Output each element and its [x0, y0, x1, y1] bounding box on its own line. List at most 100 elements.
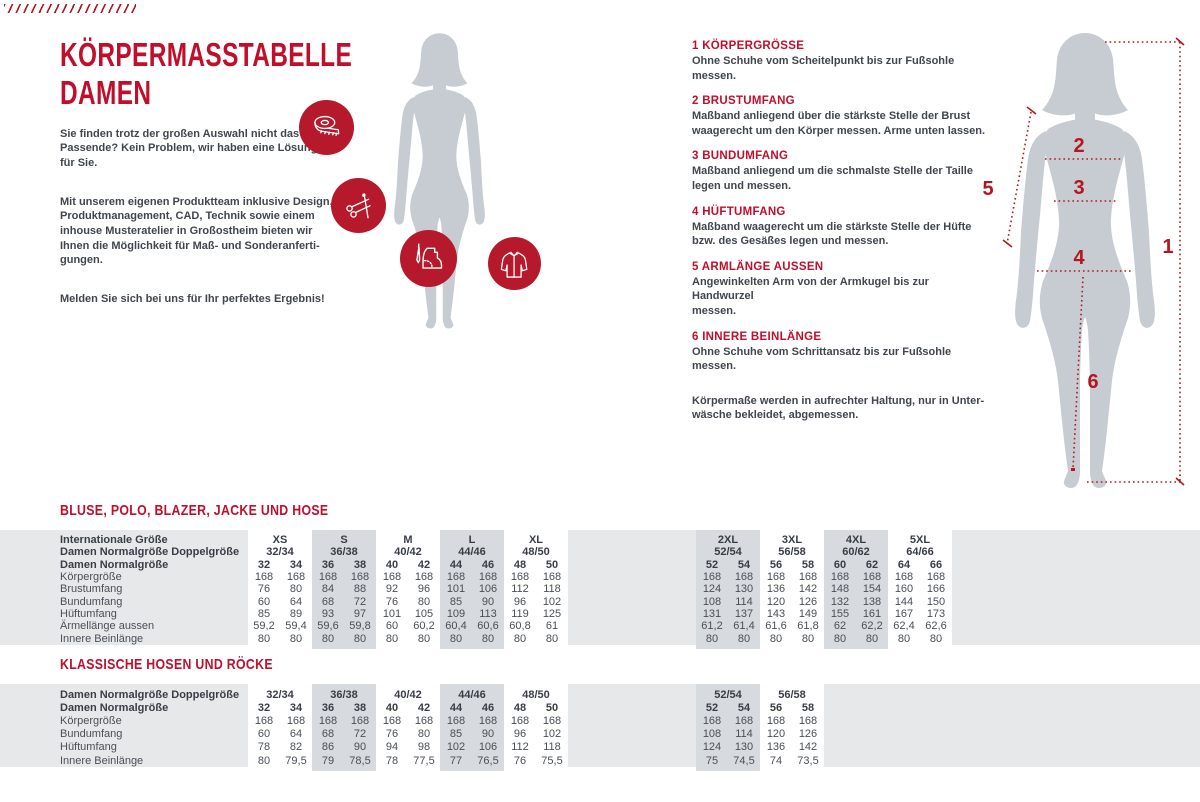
measure-label-3: 3 [1073, 177, 1084, 199]
table-band-size-group [696, 684, 760, 771]
instruction-title: 2 BRUSTUMFANG [692, 95, 795, 108]
size-cell: 50 [545, 558, 559, 571]
size-cell: 80 [449, 632, 463, 645]
size-cell: 75 [705, 754, 719, 767]
size-cell: 101 [382, 607, 402, 620]
size-cell: 61,8 [797, 620, 819, 633]
size-cell: 50 [545, 701, 559, 714]
size-cell: 56 [769, 558, 783, 571]
size-cell: 168 [414, 571, 434, 584]
size-cell: 60 [257, 728, 271, 741]
size-cell: 168 [702, 571, 722, 584]
size-cell: 88 [353, 583, 367, 596]
size-cell: 93 [321, 607, 335, 620]
table-band-light [568, 530, 696, 645]
intro-paragraph: Mit unserem eigenen Produktteam inklusiv… [60, 195, 333, 267]
table-heading-tops: BLUSE, POLO, BLAZER, JACKE UND HOSE [60, 502, 329, 519]
table-row: Bundumfang 60 64 68 72 76 80 85 90 96 102 108 114 120… [0, 728, 1200, 741]
size-cell: 118 [543, 741, 561, 754]
size-cell: 62 [833, 620, 847, 633]
size-cell: 78,5 [349, 754, 371, 767]
size-cell: 96 [513, 728, 527, 741]
table-band-light [0, 530, 248, 645]
size-cell: 168 [734, 714, 754, 727]
instruction-item: 3 BUNDUMFANG Maßband anliegend um die sc… [692, 150, 992, 193]
instruction-title: 6 INNERE BEINLÄNGE [692, 330, 822, 343]
size-cell: 112 [511, 583, 529, 596]
size-cell: 48/50 [522, 688, 550, 701]
size-cell: 68 [321, 595, 335, 608]
size-table-klassische-hosen-roecke: Damen Normalgröße Doppelgröße 32/34 36/38 4… [0, 684, 1200, 771]
size-cell: 76 [513, 754, 527, 767]
size-cell: 168 [254, 714, 274, 727]
size-cell: 130 [734, 741, 754, 754]
size-cell: 76,5 [477, 754, 499, 767]
size-cell: 61,4 [733, 620, 755, 633]
size-cell: 80 [257, 632, 271, 645]
size-cell: 80 [257, 754, 271, 767]
size-cell: 60,8 [509, 620, 531, 633]
instruction-title: 4 HÜFTUMFANG [692, 205, 786, 218]
size-cell: 44/46 [458, 688, 486, 701]
size-cell: 5XL [909, 534, 931, 547]
size-cell: 168 [318, 714, 338, 727]
size-cell: 56/58 [778, 546, 806, 559]
table-row: Damen Normalgröße 32 34 36 38 40 42 44 46 48 50 52 5… [0, 559, 1200, 571]
scissors-icon [331, 178, 386, 233]
size-cell: 90 [481, 728, 495, 741]
size-cell: 76 [385, 728, 399, 741]
size-cell: 168 [254, 571, 274, 584]
size-cell: 80 [321, 632, 335, 645]
size-cell: 167 [894, 607, 914, 620]
size-cell: 40 [385, 701, 399, 714]
size-cell: 60 [385, 620, 399, 633]
size-cell: 130 [734, 583, 754, 596]
size-cell: 168 [830, 571, 850, 584]
size-cell: 61,6 [765, 620, 787, 633]
size-cell: 108 [702, 728, 722, 741]
row-label: Körpergröße [60, 571, 122, 584]
size-cell: 32/34 [266, 688, 294, 701]
size-cell: 97 [353, 607, 367, 620]
page-title: KÖRPERMASSTABELLE DAMEN [60, 36, 353, 111]
instruction-item: 2 BRUSTUMFANG Maßband anliegend über die… [692, 95, 992, 138]
size-cell: 143 [766, 607, 786, 620]
size-cell: 124 [702, 583, 722, 596]
size-cell: 80 [897, 632, 911, 645]
size-cell: 54 [737, 701, 751, 714]
size-cell: 44/46 [458, 546, 486, 559]
size-cell: 80 [769, 632, 783, 645]
row-label: Hüftumfang [60, 607, 117, 620]
size-cell: 60 [833, 558, 847, 571]
instruction-text: Maßband waagerecht um die stärkste Stell… [692, 220, 972, 248]
size-cell: 80 [801, 632, 815, 645]
size-cell: 85 [449, 595, 463, 608]
size-cell: 168 [542, 714, 562, 727]
size-cell: 80 [545, 632, 559, 645]
size-cell: S [340, 534, 348, 547]
size-cell: 168 [894, 571, 914, 584]
size-cell: 59,8 [349, 620, 371, 633]
size-cell: 168 [766, 714, 786, 727]
size-cell: 80 [705, 632, 719, 645]
row-label: Damen Normalgröße [60, 558, 169, 571]
size-cell: 80 [929, 632, 943, 645]
table-band-light [952, 530, 1200, 645]
size-cell: 2XL [717, 534, 739, 547]
size-cell: 80 [417, 728, 431, 741]
size-cell: 168 [382, 571, 402, 584]
size-cell: XS [272, 534, 288, 547]
row-label: Bundumfang [60, 595, 123, 608]
size-cell: 80 [833, 632, 847, 645]
size-cell: 136 [766, 741, 786, 754]
size-cell: 76 [385, 595, 399, 608]
size-cell: 126 [798, 595, 818, 608]
size-cell: 79,5 [285, 754, 307, 767]
size-cell: 90 [481, 595, 495, 608]
intro-paragraph: Melden Sie sich bei uns für Ihr perfekte… [60, 292, 325, 305]
size-cell: 160 [894, 583, 914, 596]
size-cell: 75,5 [541, 754, 563, 767]
size-cell: 112 [511, 741, 529, 754]
measuring-instructions: 1 KÖRPERGRÖSSE Ohne Schuhe vom Scheitelp… [692, 40, 992, 423]
